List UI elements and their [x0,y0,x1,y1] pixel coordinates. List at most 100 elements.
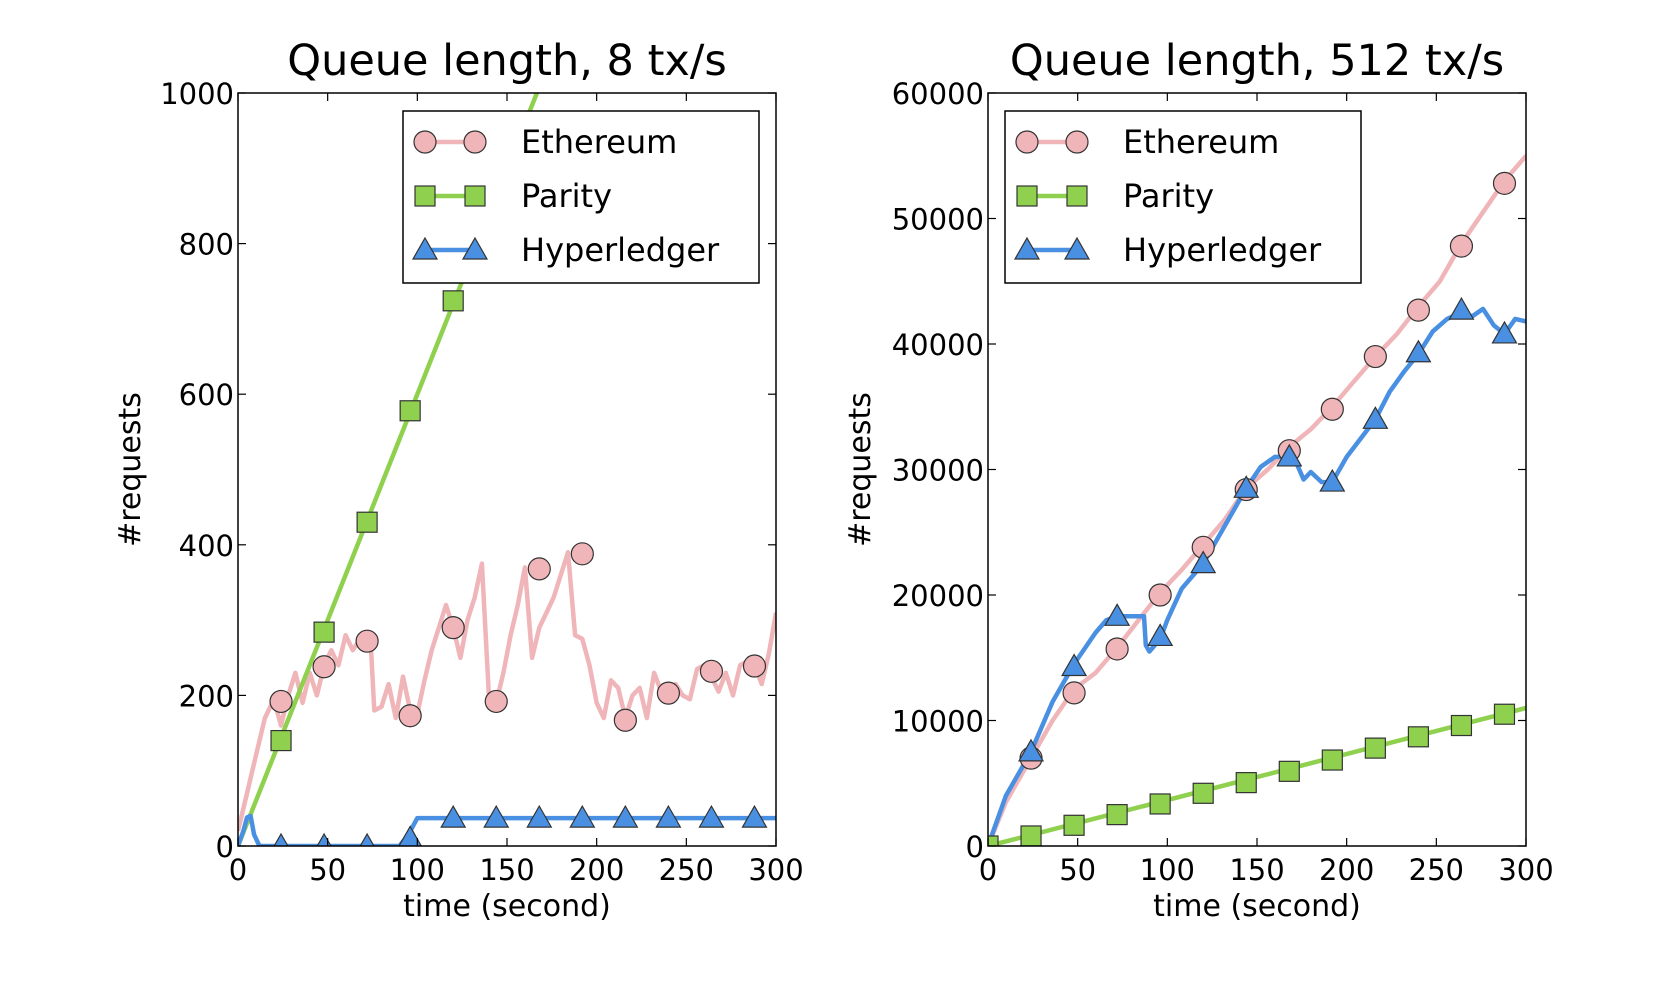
x-tick-label: 50 [1059,853,1096,887]
data-point-parity [1063,814,1085,836]
data-point-parity [1106,804,1128,826]
data-point-hyperledger [1319,468,1346,492]
data-point-parity [1321,749,1343,771]
y-tick-label: 20000 [892,579,984,613]
data-point-ethereum [570,542,594,566]
data-point-ethereum [398,704,422,728]
data-point-hyperledger [612,804,639,828]
plot-area [988,154,1526,846]
x-tick-label: 200 [569,853,624,887]
data-point-ethereum [527,557,551,581]
y-tick-label: 0 [966,830,984,864]
data-point-ethereum [441,616,465,640]
data-point-ethereum [1492,171,1517,195]
legend: Ethereum Parity Hyperledger [1004,110,1362,284]
y-tick-label: 200 [179,679,234,713]
data-point-parity [1450,714,1473,737]
data-point-parity [1235,772,1257,794]
legend-marker-ethereum [1065,130,1089,154]
data-point-ethereum [1062,681,1086,705]
data-point-ethereum [269,689,293,714]
data-point-ethereum [1320,397,1344,421]
data-point-parity [1192,782,1214,804]
data-point-ethereum [484,689,508,714]
data-point-ethereum [656,681,681,705]
y-tick-label: 1000 [160,77,234,111]
data-point-hyperledger [1405,339,1432,363]
x-tick-label: 100 [390,853,445,887]
legend-label-hyperledger: Hyperledger [521,231,720,269]
y-tick-label: 40000 [892,328,984,362]
legend: Ethereum Parity Hyperledger [402,110,760,284]
data-point-hyperledger [483,804,510,828]
plot-area [238,93,776,846]
data-point-ethereum [1148,583,1172,607]
legend-label-parity: Parity [521,177,612,215]
x-axis-label: time (second) [403,889,611,924]
y-tick-label: 60000 [892,77,984,111]
legend-label-ethereum: Ethereum [1123,123,1279,161]
legend-marker-hyperledger [1063,236,1091,260]
data-point-hyperledger [1276,443,1303,467]
data-point-hyperledger [359,832,375,846]
legend-marker-hyperledger [411,236,439,260]
data-point-hyperledger [741,804,768,828]
y-tick-label: 800 [179,228,234,262]
legend-marker-hyperledger [461,236,489,260]
y-tick-label: 10000 [892,705,984,739]
data-point-hyperledger [698,804,725,828]
data-point-hyperledger [1233,475,1260,498]
chart-panel-left: Queue length, 8 tx/s 0 50 100 150 200 250 300 0 2… [113,36,804,924]
x-tick-label: 300 [748,853,803,887]
legend-marker-ethereum [1015,130,1039,154]
data-point-hyperledger [1491,320,1518,344]
x-tick-label: 0 [229,853,247,887]
data-point-ethereum [1363,344,1387,369]
series-line-ethereum [238,550,776,832]
data-point-hyperledger [526,804,553,828]
y-tick-label: 0 [216,830,234,864]
data-point-parity [1278,760,1300,782]
chart-title: Queue length, 512 tx/s [1010,36,1504,86]
data-point-hyperledger [273,832,289,846]
chart-panel-right: Queue length, 512 tx/s 0 50 100 150 200 250 300… [843,36,1554,924]
data-point-parity [1407,726,1430,748]
y-axis-label: #requests [113,392,148,547]
data-point-ethereum [742,654,767,678]
data-point-hyperledger [1448,296,1475,320]
chart-title: Queue length, 8 tx/s [287,36,727,86]
y-tick-label: 30000 [892,454,984,488]
data-point-hyperledger [1061,653,1088,677]
data-point-ethereum [355,629,379,653]
data-point-ethereum [1449,234,1474,258]
data-point-parity [442,290,464,312]
y-tick-label: 600 [179,378,234,412]
data-point-hyperledger [440,804,467,828]
x-tick-label: 100 [1140,853,1195,887]
legend-label-parity: Parity [1123,177,1214,215]
legend-label-hyperledger: Hyperledger [1123,231,1322,269]
legend-marker-ethereum [413,130,437,154]
data-point-parity [313,621,335,643]
x-tick-label: 200 [1319,853,1374,887]
legend-label-ethereum: Ethereum [521,123,677,161]
data-point-hyperledger [1362,406,1389,429]
data-point-hyperledger [1104,603,1131,626]
data-point-hyperledger [398,825,423,846]
x-tick-label: 250 [659,853,714,887]
data-point-parity [1020,825,1042,846]
data-point-hyperledger [1018,738,1045,762]
data-point-ethereum [1105,637,1129,661]
x-tick-label: 150 [479,853,534,887]
data-point-parity [1493,703,1516,725]
data-point-ethereum [699,659,724,683]
legend-marker-parity [414,185,436,207]
data-point-hyperledger [1147,623,1174,647]
data-point-parity [988,835,999,846]
data-point-ethereum [1406,298,1431,322]
x-tick-label: 300 [1498,853,1553,887]
x-axis-label: time (second) [1153,889,1361,924]
x-tick-label: 250 [1409,853,1464,887]
legend-marker-parity [1016,185,1038,207]
